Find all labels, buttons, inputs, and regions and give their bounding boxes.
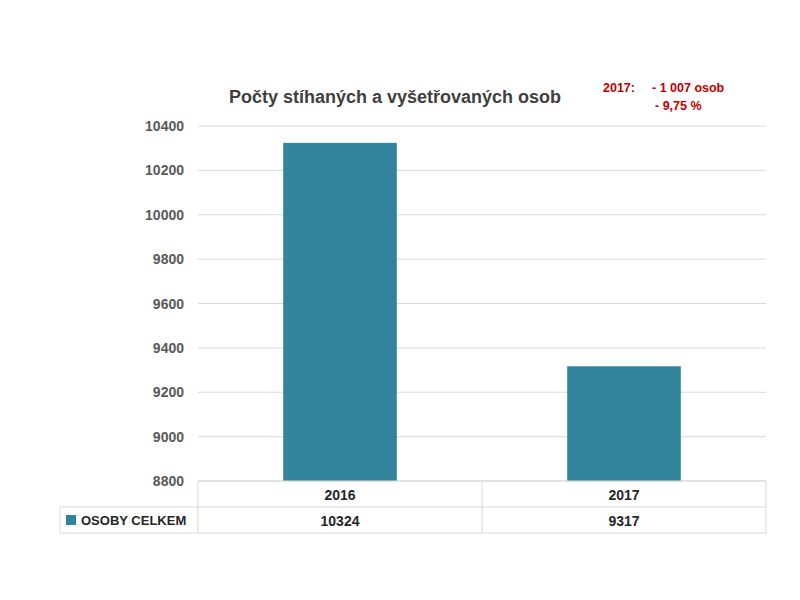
y-tick-label: 10000	[145, 207, 184, 223]
table-line	[482, 481, 483, 533]
x-tick-label: 2017	[608, 487, 639, 503]
y-tick-label: 9400	[153, 340, 184, 356]
grid	[198, 126, 766, 481]
annotation: - 9,75 %	[655, 99, 702, 113]
table-line	[198, 481, 199, 533]
table-line	[766, 481, 767, 533]
annotation: 2017:	[603, 81, 635, 95]
bar	[567, 366, 681, 481]
table-value: 10324	[321, 513, 360, 529]
y-tick-label: 9000	[153, 429, 184, 445]
y-tick-label: 9800	[153, 251, 184, 267]
table-line	[60, 533, 766, 534]
chart-root: 8800 9000 9200 9400 9600 9800 10000 10200 10400 2…	[0, 0, 800, 600]
y-tick-label: 9600	[153, 296, 184, 312]
grid-line	[198, 126, 766, 127]
annotation: - 1 007 osob	[652, 81, 725, 95]
table-value: 9317	[608, 513, 639, 529]
table-line	[60, 507, 61, 533]
y-tick-label: 9200	[153, 384, 184, 400]
data-table	[60, 481, 766, 533]
title: Počty stíhaných a vyšetřovaných osob	[229, 87, 561, 107]
bars	[283, 143, 681, 481]
table-line	[60, 507, 766, 508]
y-tick-label: 8800	[153, 473, 184, 489]
legend-label: OSOBY CELKEM	[81, 513, 186, 528]
y-tick-label: 10400	[145, 118, 184, 134]
legend-key	[66, 515, 76, 525]
x-tick-label: 2016	[324, 487, 355, 503]
y-tick-label: 10200	[145, 162, 184, 178]
bar	[283, 143, 397, 481]
background	[0, 0, 800, 600]
chart: 8800 9000 9200 9400 9600 9800 10000 10200 10400 2…	[0, 0, 800, 600]
